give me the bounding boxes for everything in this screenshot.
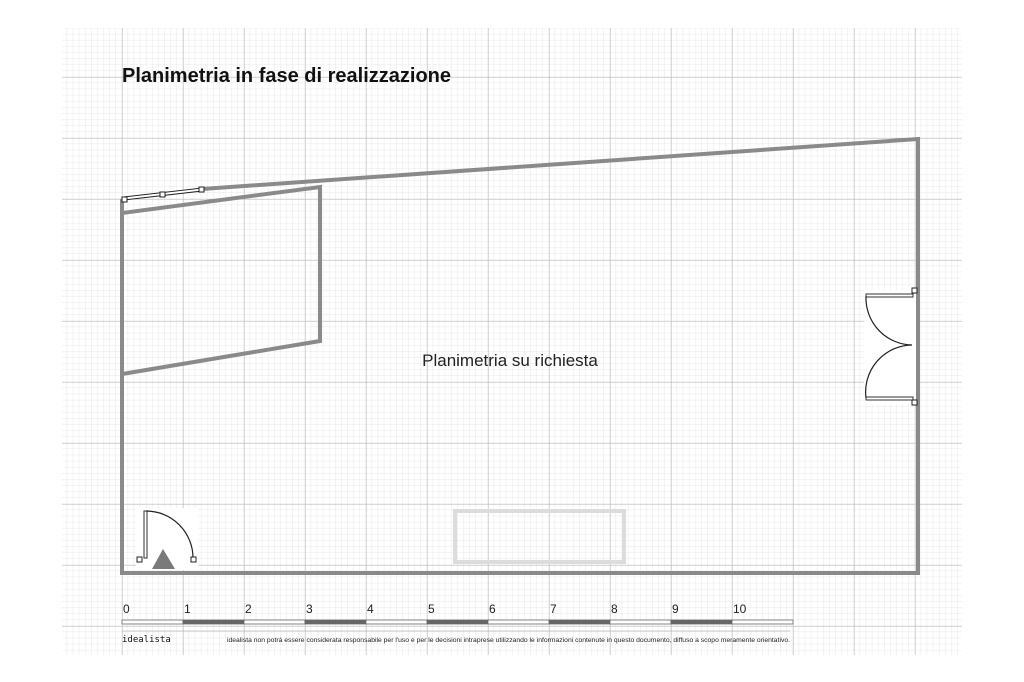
scale-segment bbox=[182, 619, 245, 625]
scale-tick-label: 10 bbox=[733, 602, 747, 616]
scale-tick-label: 0 bbox=[123, 602, 130, 616]
furniture-outline bbox=[453, 509, 626, 564]
scale-tick-label: 8 bbox=[611, 602, 618, 616]
inner-room-wall bbox=[121, 184, 322, 376]
scale-segment bbox=[487, 619, 550, 625]
scale-tick-label: 6 bbox=[489, 602, 496, 616]
center-label: Planimetria su richiesta bbox=[422, 351, 598, 370]
scale-tick-label: 1 bbox=[184, 602, 191, 616]
scale-segment bbox=[365, 619, 428, 625]
scale-tick-label: 7 bbox=[550, 602, 557, 616]
brand-logo: idealista bbox=[122, 635, 171, 645]
scale-tick-label: 3 bbox=[306, 602, 313, 616]
scale-segment bbox=[304, 619, 367, 625]
scale-tick-label: 4 bbox=[367, 602, 374, 616]
outer-wall bbox=[120, 136, 920, 575]
grid bbox=[62, 28, 962, 655]
page-title: Planimetria in fase di realizzazione bbox=[122, 65, 451, 87]
scale-tick-label: 9 bbox=[672, 602, 679, 616]
scale-bar: 0 1 2 3 4 5 6 7 8 9 10 bbox=[121, 602, 794, 625]
scale-segment bbox=[731, 619, 794, 625]
scale-tick-label: 2 bbox=[245, 602, 252, 616]
scale-segment bbox=[670, 619, 733, 625]
scale-segment bbox=[609, 619, 672, 625]
walls bbox=[120, 136, 920, 575]
scale-tick-label: 5 bbox=[428, 602, 435, 616]
entrance-door-icon bbox=[136, 508, 198, 570]
disclaimer: idealista non potrà essere considerata r… bbox=[227, 637, 790, 644]
double-door-icon bbox=[864, 287, 920, 406]
entrance-arrow-icon bbox=[152, 549, 175, 569]
scale-segment bbox=[426, 619, 489, 625]
scale-segment bbox=[548, 619, 611, 625]
scale-segment bbox=[243, 619, 306, 625]
scale-segment bbox=[121, 619, 184, 625]
window-icon bbox=[121, 186, 205, 203]
